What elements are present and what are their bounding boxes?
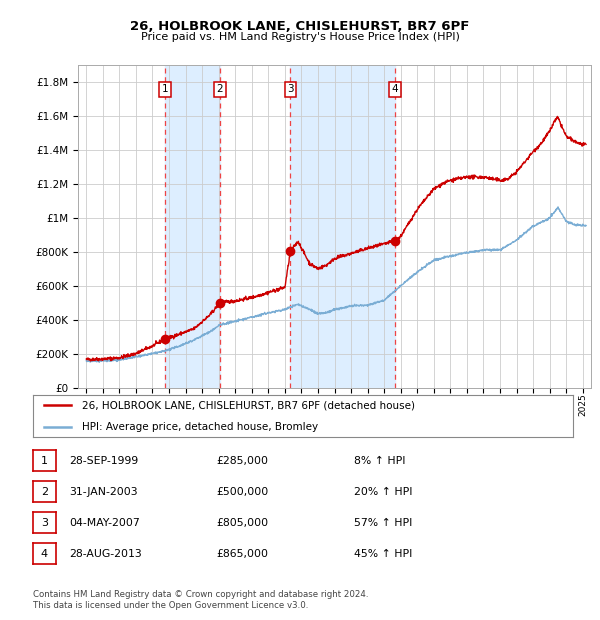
Text: 26, HOLBROOK LANE, CHISLEHURST, BR7 6PF: 26, HOLBROOK LANE, CHISLEHURST, BR7 6PF <box>130 20 470 33</box>
Text: 2: 2 <box>41 487 48 497</box>
Text: 1: 1 <box>161 84 168 94</box>
Text: This data is licensed under the Open Government Licence v3.0.: This data is licensed under the Open Gov… <box>33 601 308 611</box>
Text: 31-JAN-2003: 31-JAN-2003 <box>69 487 137 497</box>
Bar <box>290 65 395 388</box>
Text: 45% ↑ HPI: 45% ↑ HPI <box>354 549 412 559</box>
Text: Price paid vs. HM Land Registry's House Price Index (HPI): Price paid vs. HM Land Registry's House … <box>140 32 460 42</box>
Text: 57% ↑ HPI: 57% ↑ HPI <box>354 518 412 528</box>
Text: £865,000: £865,000 <box>216 549 268 559</box>
Text: 3: 3 <box>287 84 294 94</box>
Bar <box>165 65 220 388</box>
Text: 8% ↑ HPI: 8% ↑ HPI <box>354 456 406 466</box>
Text: 20% ↑ HPI: 20% ↑ HPI <box>354 487 413 497</box>
Text: HPI: Average price, detached house, Bromley: HPI: Average price, detached house, Brom… <box>82 422 318 432</box>
Text: 26, HOLBROOK LANE, CHISLEHURST, BR7 6PF (detached house): 26, HOLBROOK LANE, CHISLEHURST, BR7 6PF … <box>82 401 415 410</box>
Text: 28-AUG-2013: 28-AUG-2013 <box>69 549 142 559</box>
Text: 4: 4 <box>392 84 398 94</box>
Text: 2: 2 <box>217 84 223 94</box>
Text: £285,000: £285,000 <box>216 456 268 466</box>
Text: 4: 4 <box>41 549 48 559</box>
Text: 1: 1 <box>41 456 48 466</box>
Text: £500,000: £500,000 <box>216 487 268 497</box>
Text: 28-SEP-1999: 28-SEP-1999 <box>69 456 138 466</box>
Text: £805,000: £805,000 <box>216 518 268 528</box>
Text: 04-MAY-2007: 04-MAY-2007 <box>69 518 140 528</box>
Text: Contains HM Land Registry data © Crown copyright and database right 2024.: Contains HM Land Registry data © Crown c… <box>33 590 368 600</box>
Text: 3: 3 <box>41 518 48 528</box>
